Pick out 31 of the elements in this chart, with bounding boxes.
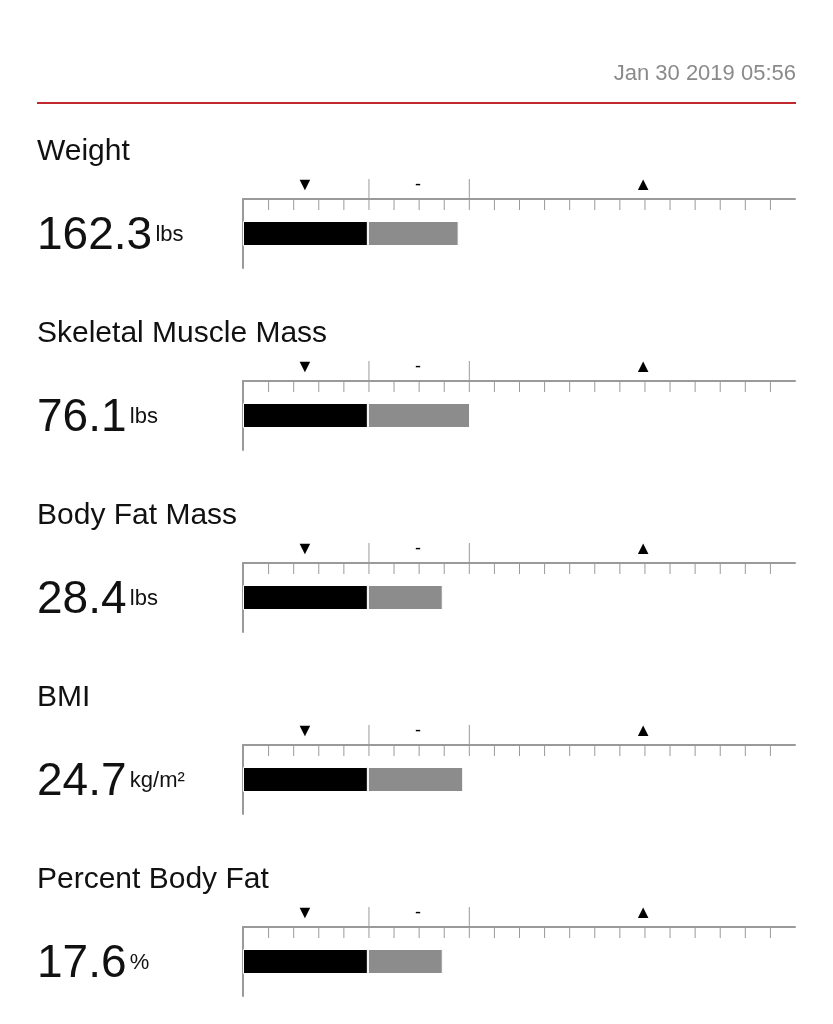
text: 28.4 xyxy=(37,571,127,623)
text: ▲ xyxy=(634,902,653,922)
annotation: ▼ xyxy=(295,902,314,922)
text: Body Fat Mass xyxy=(37,496,238,530)
text: lbs xyxy=(129,584,158,610)
text: lbs xyxy=(155,220,184,246)
annotation: ▼ xyxy=(295,174,314,194)
text: 17.6 xyxy=(37,935,127,987)
annotation: - xyxy=(414,538,421,558)
annotation: ▼ xyxy=(295,538,314,558)
annotation: ▼ xyxy=(295,356,314,376)
text: ▲ xyxy=(634,174,653,194)
text: Jan 30 2019 05:56 xyxy=(613,60,796,86)
text: ▲ xyxy=(634,356,653,376)
annotation: Percent Body Fat xyxy=(37,860,270,894)
text: % xyxy=(129,948,150,974)
text: ▲ xyxy=(634,720,653,740)
annotation: ▼ xyxy=(295,720,314,740)
annotation: - xyxy=(414,356,421,376)
text: lbs xyxy=(129,402,158,428)
annotation: - xyxy=(414,902,421,922)
annotation: - xyxy=(414,720,421,740)
text: ▲ xyxy=(634,538,653,558)
text: Weight xyxy=(37,132,131,166)
text: 24.7 xyxy=(37,753,127,805)
text: kg/m² xyxy=(129,766,185,792)
annotation: - xyxy=(414,174,421,194)
text: 162.3 xyxy=(37,207,153,259)
text: BMI xyxy=(37,678,91,712)
text: 76.1 xyxy=(37,389,127,441)
annotation: Skeletal Muscle Mass xyxy=(37,314,328,348)
